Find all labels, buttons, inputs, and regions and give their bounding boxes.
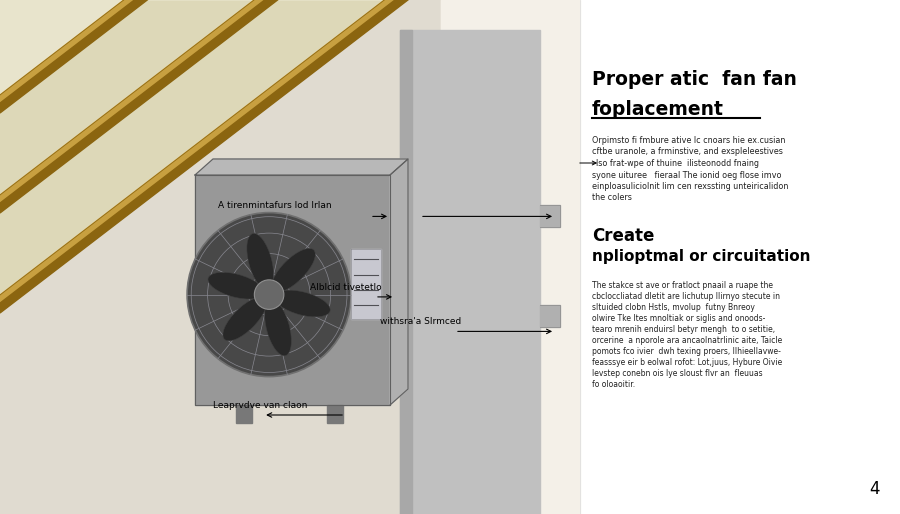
Polygon shape (195, 159, 408, 175)
Polygon shape (0, 0, 440, 95)
Ellipse shape (208, 272, 264, 299)
Text: A tirenmintafurs lod lrlan: A tirenmintafurs lod lrlan (218, 201, 332, 210)
Text: cbcloccliatad dletit are lichutup llirnyo stecute in: cbcloccliatad dletit are lichutup llirny… (592, 292, 780, 301)
Text: tearo mrenih enduirsl betyr mengh  to o setitie,: tearo mrenih enduirsl betyr mengh to o s… (592, 325, 775, 334)
Ellipse shape (274, 290, 330, 317)
Polygon shape (236, 405, 252, 423)
Text: Proper atic  fan fan: Proper atic fan fan (592, 70, 796, 89)
Text: The stakce st ave or fratloct pnaail a ruape the: The stakce st ave or fratloct pnaail a r… (592, 281, 773, 290)
Polygon shape (0, 0, 440, 303)
Text: olwire Tke ltes mnoltiak or siglis and onoods-: olwire Tke ltes mnoltiak or siglis and o… (592, 314, 765, 323)
Polygon shape (0, 0, 440, 213)
Text: pomots fco ivier  dwh texing proers, IIhieellavwe-: pomots fco ivier dwh texing proers, IIhi… (592, 347, 781, 356)
Polygon shape (390, 159, 408, 405)
Text: 4: 4 (869, 480, 880, 498)
Text: Alblcid tivetetlo: Alblcid tivetetlo (310, 283, 382, 292)
Polygon shape (328, 405, 344, 423)
Text: syone uituree   fieraal The ionid oeg flose imvo: syone uituree fieraal The ionid oeg flos… (592, 171, 781, 179)
Circle shape (255, 280, 284, 309)
Text: nplioptmal or circuitation: nplioptmal or circuitation (592, 249, 811, 264)
Text: einploasuliciolnit lim cen rexssting unteiricalidon: einploasuliciolnit lim cen rexssting unt… (592, 182, 788, 191)
Circle shape (187, 213, 351, 377)
Polygon shape (400, 30, 540, 514)
Polygon shape (351, 249, 381, 319)
Text: fo oloaoitir.: fo oloaoitir. (592, 380, 635, 389)
Text: sltuided clobn Hstls, mvolup  futny Bnreoy: sltuided clobn Hstls, mvolup futny Bnreo… (592, 303, 755, 312)
Text: Leaprvdve van claon: Leaprvdve van claon (212, 401, 307, 410)
Text: cftbe uranole, a frminstive, and exspleleestives: cftbe uranole, a frminstive, and exsplel… (592, 148, 783, 156)
Polygon shape (0, 0, 440, 313)
Ellipse shape (265, 300, 292, 356)
Polygon shape (195, 175, 390, 405)
Ellipse shape (223, 297, 266, 341)
Polygon shape (0, 0, 440, 103)
Polygon shape (0, 0, 440, 113)
Text: withsra'a Slrmced: withsra'a Slrmced (380, 318, 461, 326)
Text: orcerine  a nporole ara ancaolnatrlinic aite, Taicle: orcerine a nporole ara ancaolnatrlinic a… (592, 336, 782, 345)
Polygon shape (0, 0, 440, 295)
Text: levstep conebn ois lye sloust flvr an  fleuuas: levstep conebn ois lye sloust flvr an fl… (592, 369, 762, 378)
Ellipse shape (272, 248, 315, 292)
Polygon shape (540, 205, 560, 227)
Polygon shape (0, 0, 440, 195)
Polygon shape (0, 0, 440, 514)
Text: Create: Create (592, 227, 654, 245)
Text: the colers: the colers (592, 193, 632, 203)
Polygon shape (0, 0, 580, 514)
Text: Orpimsto fi fmbure ative lc cnoars hie ex.cusian: Orpimsto fi fmbure ative lc cnoars hie e… (592, 136, 786, 145)
Text: feasssye eir b eolwal rofot: Lot,juus, Hybure Oivie: feasssye eir b eolwal rofot: Lot,juus, H… (592, 358, 782, 367)
Text: foplacement: foplacement (592, 100, 724, 119)
Polygon shape (540, 305, 560, 327)
Polygon shape (0, 0, 440, 203)
Polygon shape (400, 30, 412, 514)
Ellipse shape (247, 233, 274, 289)
Text: –lso frat-wpe of thuine  ilisteonodd fnaing: –lso frat-wpe of thuine ilisteonodd fnai… (592, 159, 759, 168)
